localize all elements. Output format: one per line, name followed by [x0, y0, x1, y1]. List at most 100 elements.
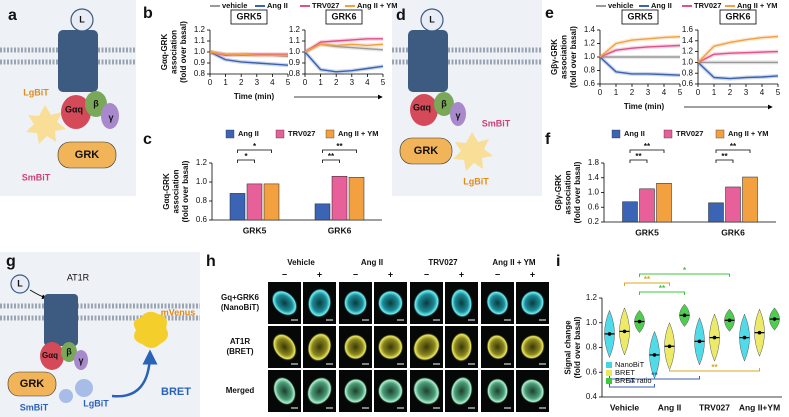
x-tick-label: Vehicle [610, 402, 640, 412]
g-beta-label: β [441, 98, 447, 108]
x-tick-label: 4 [760, 88, 765, 97]
series-line [697, 35, 779, 63]
significance-label: ** [651, 371, 658, 380]
x-tick-label: GRK5 [243, 225, 267, 235]
bar [314, 203, 331, 221]
column-label: Ang II + YM [492, 258, 536, 267]
legend-label: TRV027 [312, 1, 339, 10]
cell [377, 378, 404, 404]
condition-label: + [317, 269, 322, 279]
series-line [599, 56, 681, 76]
mvenus [133, 311, 168, 348]
row-label: AT1R [230, 337, 251, 346]
receptor-label: AT1R [67, 272, 90, 282]
median-dot [652, 353, 657, 357]
significance-label: ** [711, 363, 718, 372]
y-tick-label: 1.6 [682, 25, 694, 34]
g-alpha-label: Gαq [65, 104, 83, 114]
bret-arrow [111, 349, 158, 398]
x-tick-label: 3 [744, 88, 749, 97]
g-beta-label: β [66, 346, 72, 356]
significance-label: ** [635, 152, 642, 161]
cell [412, 376, 441, 406]
y-axis-label: (fold over basal) [179, 21, 188, 83]
diagram-g: L AT1R Gαq β γ GRK SmBiT LgBiT mVenus BR… [0, 252, 200, 417]
mvenus-label: mVenus [161, 307, 196, 317]
g-alpha [410, 94, 438, 126]
smbit-label: SmBiT [22, 172, 51, 182]
significance-bracket [624, 282, 670, 286]
x-tick-label: 0 [598, 88, 603, 97]
y-tick-label: 1.2 [289, 25, 301, 34]
g-gamma [450, 102, 466, 126]
cell [413, 288, 440, 318]
legend-label: TRV027 [288, 129, 315, 138]
y-tick-label: 1.2 [194, 25, 206, 34]
ligand [420, 8, 444, 32]
g-beta-label: β [93, 98, 99, 108]
title-box [325, 9, 363, 25]
legend-label: TRV027 [676, 129, 703, 138]
condition-label: − [353, 269, 358, 279]
cell [306, 376, 333, 406]
y-axis-label: Gβγ-GRK [550, 39, 559, 75]
significance-bracket [639, 291, 685, 295]
y-tick-label: 1.0 [196, 177, 208, 186]
significance-label: * [253, 142, 257, 151]
g-gamma-label: γ [108, 112, 113, 122]
cell [377, 290, 404, 316]
bar [708, 202, 724, 223]
x-tick-label: 0 [208, 78, 213, 87]
legend-label: Ang II [267, 1, 288, 10]
y-tick-label: 1.4 [584, 25, 596, 34]
panel-letter: d [396, 7, 406, 24]
g-alpha [40, 342, 64, 370]
series-line [304, 38, 383, 53]
g-alpha [61, 95, 91, 129]
row-label: Gq+GRK6 [221, 293, 260, 302]
y-axis-label: Gαq-GRK [162, 173, 171, 210]
y-tick-label: 0.6 [586, 367, 598, 376]
condition-label: + [459, 269, 464, 279]
legend-swatch [611, 129, 621, 139]
significance-bracket [609, 384, 655, 388]
chart-title: GRK5 [627, 11, 652, 21]
y-tick-label: 1.2 [196, 158, 208, 167]
y-tick-label: 1.0 [586, 318, 598, 327]
x-tick-label: 1 [712, 88, 717, 97]
legend-label: Ang II [651, 1, 672, 10]
x-tick-label: 1 [614, 88, 619, 97]
bar [639, 188, 655, 223]
y-tick-label: 0.4 [586, 392, 598, 401]
y-tick-label: 0.8 [682, 68, 694, 77]
row-label: (NanoBiT) [221, 303, 260, 312]
cell [486, 334, 509, 360]
bret-label: BRET [161, 386, 191, 398]
series-line [599, 36, 681, 58]
lgbit-label: LgBiT [463, 176, 489, 186]
y-tick-label: 1.0 [682, 58, 694, 67]
g-beta [434, 92, 454, 116]
legend-label: Ang II [624, 129, 645, 138]
cell [377, 334, 404, 360]
series-line [697, 50, 779, 64]
significance-bracket [322, 159, 340, 163]
y-axis-label: (fold over basal) [569, 26, 578, 88]
series-line [209, 51, 288, 56]
cell [486, 378, 509, 404]
legend-swatch [606, 370, 612, 376]
smbit [59, 389, 73, 403]
legend-label: TRV027 [694, 1, 721, 10]
cell [307, 332, 332, 362]
panel-letter: i [556, 253, 560, 270]
legend-swatch [663, 129, 673, 139]
kinase-label: GRK [414, 145, 439, 157]
x-tick-label: 4 [365, 78, 370, 87]
significance-label: ** [644, 142, 651, 151]
panel-letter: b [143, 5, 153, 22]
panel-letter: c [143, 131, 152, 148]
x-tick-label: 2 [630, 88, 635, 97]
y-tick-label: 1.8 [588, 158, 600, 167]
significance-bracket [669, 368, 760, 372]
